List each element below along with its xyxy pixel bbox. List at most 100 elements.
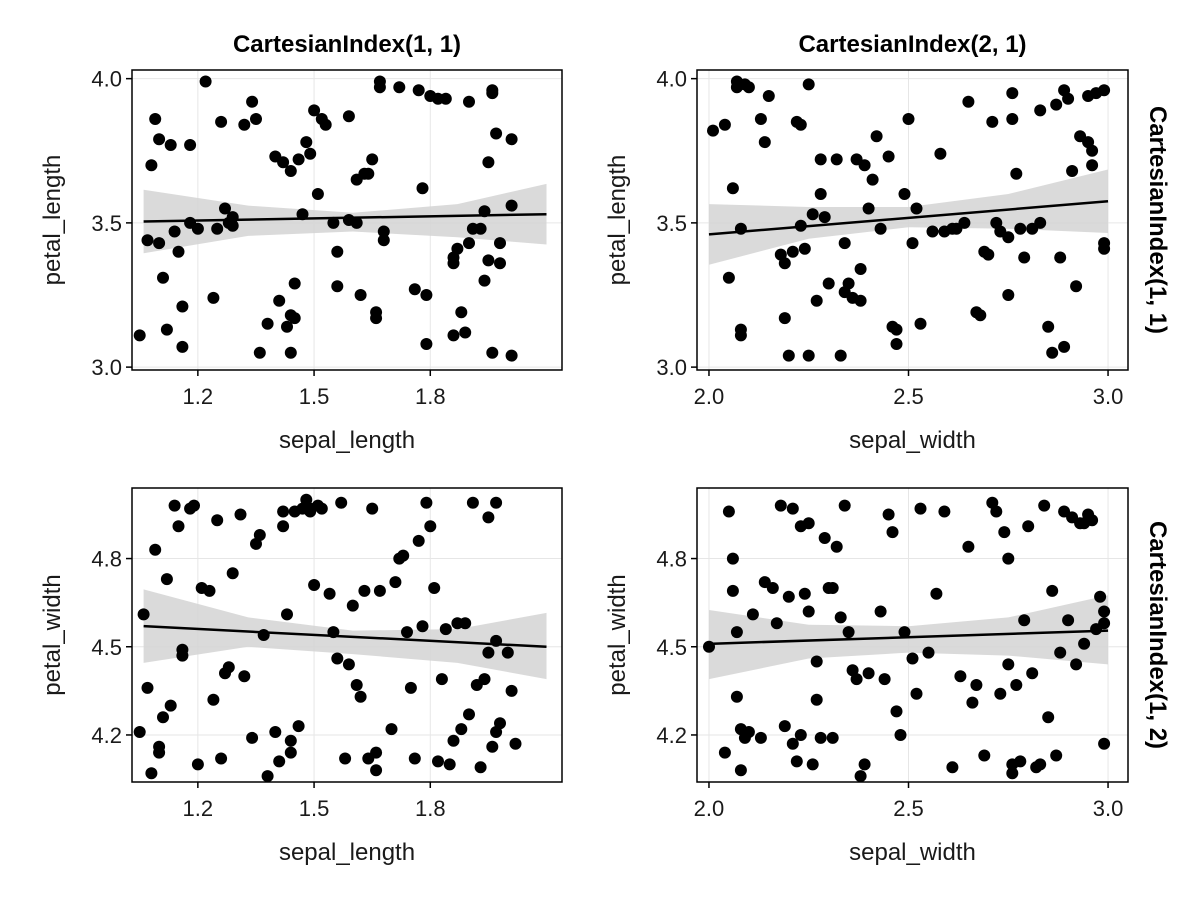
data-point-36 <box>834 611 847 624</box>
data-point-3 <box>726 182 739 195</box>
data-point-12 <box>754 731 767 744</box>
data-point-77 <box>1034 758 1047 771</box>
data-point-75 <box>435 673 448 686</box>
data-point-27 <box>818 211 831 224</box>
y-tick-label-2: 4.0 <box>656 67 687 92</box>
data-point-96 <box>1078 517 1091 530</box>
data-point-38 <box>284 746 297 759</box>
data-point-6 <box>157 271 169 284</box>
data-point-94 <box>786 245 799 258</box>
data-point-50 <box>898 626 911 639</box>
data-point-47 <box>886 526 899 539</box>
data-point-21 <box>790 755 803 768</box>
data-point-68 <box>1006 87 1019 100</box>
data-point-92 <box>1082 90 1095 102</box>
data-point-75 <box>1026 667 1039 680</box>
data-point-7 <box>160 323 173 336</box>
data-point-94 <box>505 349 518 362</box>
data-point-68 <box>408 752 421 765</box>
data-point-40 <box>850 673 863 686</box>
data-point-8 <box>160 573 173 586</box>
data-point-31 <box>261 770 274 783</box>
data-point-16 <box>199 75 212 88</box>
data-point-76 <box>439 623 452 636</box>
data-point-58 <box>370 312 383 325</box>
y-tick-label-0: 3.0 <box>91 355 122 380</box>
data-point-56 <box>358 584 371 597</box>
data-point-54 <box>922 646 935 659</box>
data-point-32 <box>269 726 282 738</box>
data-point-75 <box>1042 320 1055 333</box>
data-point-42 <box>858 758 871 771</box>
data-point-45 <box>890 338 903 350</box>
data-point-20 <box>219 202 231 215</box>
y-tick-label-1: 3.5 <box>91 211 122 236</box>
data-point-52 <box>342 658 355 671</box>
data-point-89 <box>486 740 499 753</box>
x-axis-title: sepal_length <box>279 839 415 866</box>
data-point-63 <box>393 81 406 94</box>
x-tick-label-1: 1.5 <box>299 384 330 409</box>
data-point-53 <box>354 289 367 301</box>
data-point-59 <box>370 746 383 759</box>
data-point-1 <box>141 234 154 247</box>
data-point-55 <box>930 587 943 600</box>
data-point-26 <box>802 605 815 618</box>
data-point-70 <box>1014 222 1027 235</box>
data-point-39 <box>296 208 309 221</box>
data-point-4 <box>726 584 739 597</box>
data-point-20 <box>786 737 799 750</box>
data-point-61 <box>373 584 386 597</box>
data-point-11 <box>754 113 767 125</box>
data-point-27 <box>806 758 819 771</box>
data-point-90 <box>494 237 506 250</box>
panel-title: CartesianIndex(2, 1) <box>798 31 1026 58</box>
x-tick-label-2: 3.0 <box>1093 796 1124 821</box>
data-point-46 <box>315 502 328 515</box>
data-point-27 <box>246 731 259 744</box>
data-point-20 <box>798 242 811 255</box>
data-point-91 <box>1062 92 1075 105</box>
x-tick-label-2: 1.8 <box>415 796 446 821</box>
data-point-59 <box>974 309 987 322</box>
data-point-30 <box>257 629 270 641</box>
data-point-31 <box>277 156 290 169</box>
data-point-6 <box>153 746 166 759</box>
data-point-10 <box>742 81 755 94</box>
data-point-86 <box>1086 144 1099 157</box>
data-point-51 <box>350 216 363 229</box>
data-point-9 <box>164 699 177 712</box>
data-point-23 <box>226 219 239 232</box>
data-point-40 <box>292 720 305 733</box>
data-point-85 <box>482 254 495 267</box>
data-point-51 <box>906 652 919 665</box>
data-point-28 <box>822 277 835 290</box>
y-tick-label-0: 3.0 <box>656 355 687 380</box>
data-point-71 <box>420 496 433 509</box>
data-point-36 <box>281 608 293 621</box>
data-point-51 <box>926 225 939 238</box>
data-point-35 <box>830 540 843 553</box>
data-point-48 <box>331 280 344 293</box>
data-point-57 <box>946 761 959 774</box>
data-point-69 <box>1010 167 1023 180</box>
data-point-6 <box>730 690 743 703</box>
data-point-0 <box>133 329 146 342</box>
data-point-84 <box>482 156 495 169</box>
row-label: CartesianIndex(1, 2) <box>1144 521 1171 749</box>
x-axis-title: sepal_width <box>849 839 976 866</box>
data-point-73 <box>1034 104 1047 117</box>
data-point-26 <box>814 188 827 200</box>
data-point-61 <box>970 679 983 691</box>
data-point-13 <box>184 139 197 151</box>
data-point-69 <box>412 534 425 547</box>
data-point-95 <box>509 737 522 750</box>
trend-line <box>708 629 1109 646</box>
data-point-3 <box>149 113 162 125</box>
data-point-72 <box>424 520 437 533</box>
data-point-3 <box>145 767 158 780</box>
data-point-77 <box>443 758 456 771</box>
data-point-67 <box>420 289 433 301</box>
data-point-47 <box>331 245 344 258</box>
